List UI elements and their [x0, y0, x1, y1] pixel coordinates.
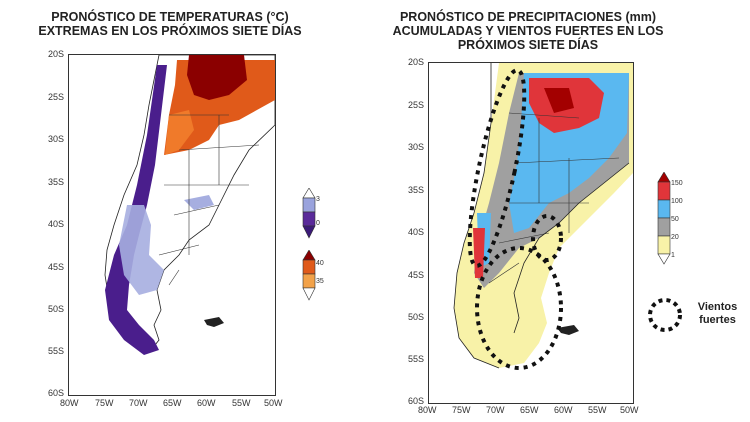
lat-label: 45S [48, 262, 65, 272]
temperature-cold-legend: 3 0 [302, 187, 320, 249]
hot-region-mid [165, 110, 194, 155]
cold-region-light [119, 205, 164, 295]
lat-label: 60S [48, 388, 65, 398]
lon-label: 60W [197, 398, 216, 408]
precipitation-legend: 150 100 50 20 1 [657, 171, 683, 271]
cold-legend-bar [302, 187, 316, 239]
temperature-hot-legend: 40 35 [302, 249, 324, 311]
lat-label: 60S [408, 396, 425, 406]
precipitation-title-line1: PRONÓSTICO DE PRECIPITACIONES (mm) [399, 10, 657, 24]
hot-region-inner [187, 55, 247, 100]
wind-label-line2: fuertes [699, 314, 736, 326]
lon-label: 50W [620, 405, 639, 415]
precip-legend-label: 50 [671, 216, 679, 223]
lat-label: 30S [408, 142, 425, 152]
lon-label: 75W [95, 398, 114, 408]
precipitation-map [428, 62, 634, 404]
lon-label: 70W [129, 398, 148, 408]
lat-label: 50S [408, 312, 425, 322]
precip-legend-label: 100 [671, 198, 683, 205]
wind-label-line1: Vientos [697, 301, 738, 313]
lon-label: 50W [264, 398, 283, 408]
lon-label: 80W [418, 405, 437, 415]
cold-region-light-2 [184, 195, 214, 210]
hot-legend-label: 35 [316, 278, 324, 285]
precipitation-title-line2: ACUMULADAS Y VIENTOS FUERTES EN LOS [392, 24, 664, 38]
hot-legend-bar [302, 249, 316, 301]
lat-label: 25S [48, 92, 65, 102]
temperature-title: PRONÓSTICO DE TEMPERATURAS (°C) EXTREMAS… [10, 10, 330, 38]
precip-legend-label: 1 [671, 252, 675, 259]
wind-zone-east [531, 214, 563, 262]
lat-label: 35S [48, 177, 65, 187]
wind-legend [646, 296, 684, 339]
lat-label: 30S [48, 134, 65, 144]
lat-label: 45S [408, 270, 425, 280]
lat-label: 35S [408, 185, 425, 195]
lat-label: 40S [48, 219, 65, 229]
province-borders [488, 112, 620, 284]
lat-label: 20S [48, 49, 65, 59]
province-borders [158, 114, 260, 286]
wind-zone-north [467, 68, 527, 268]
wind-legend-label: Vientos fuertes [690, 301, 745, 327]
precipitation-title: PRONÓSTICO DE PRECIPITACIONES (mm) ACUMU… [378, 10, 678, 52]
lon-label: 55W [232, 398, 251, 408]
lat-label: 40S [408, 227, 425, 237]
temperature-title-line2: EXTREMAS EN LOS PRÓXIMOS SIETE DÍAS [38, 24, 302, 38]
precipitation-map-graphic [453, 63, 633, 370]
lat-label: 55S [48, 346, 65, 356]
precip-dark-red [544, 88, 574, 113]
lon-label: 60W [554, 405, 573, 415]
precipitation-title-line3: PRÓXIMOS SIETE DÍAS [457, 38, 599, 52]
lat-label: 20S [408, 57, 425, 67]
lat-label: 55S [408, 354, 425, 364]
precip-legend-label: 20 [671, 234, 679, 241]
precip-legend-label: 150 [671, 180, 683, 187]
hot-legend-label: 40 [316, 260, 324, 267]
temperature-map-graphic [104, 55, 275, 355]
precip-red-andes [473, 228, 485, 278]
precip-legend-bar [657, 171, 671, 265]
lon-label: 65W [163, 398, 182, 408]
coastline [453, 63, 630, 369]
malvinas-islands [204, 317, 224, 327]
lon-label: 80W [60, 398, 79, 408]
wind-zone-south [475, 246, 563, 370]
temperature-title-line1: PRONÓSTICO DE TEMPERATURAS (°C) [51, 10, 289, 24]
lat-label: 50S [48, 304, 65, 314]
wind-legend-symbol [648, 298, 682, 332]
temperature-map [68, 54, 276, 396]
lat-label: 25S [408, 100, 425, 110]
malvinas-islands [557, 325, 579, 335]
cold-legend-label: 0 [316, 220, 320, 227]
cold-legend-label: 3 [316, 196, 320, 203]
lon-label: 75W [452, 405, 471, 415]
lon-label: 65W [520, 405, 539, 415]
lon-label: 70W [486, 405, 505, 415]
lon-label: 55W [588, 405, 607, 415]
